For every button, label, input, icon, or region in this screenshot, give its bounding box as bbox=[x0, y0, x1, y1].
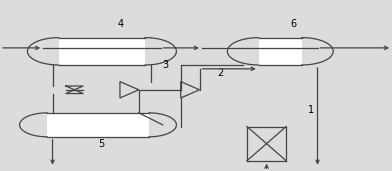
Text: 3: 3 bbox=[163, 60, 169, 70]
Polygon shape bbox=[259, 38, 302, 65]
Text: 4: 4 bbox=[118, 19, 124, 29]
Text: 1: 1 bbox=[308, 105, 314, 115]
Text: 2: 2 bbox=[218, 68, 224, 78]
Text: 6: 6 bbox=[290, 19, 296, 29]
Polygon shape bbox=[59, 38, 145, 65]
Polygon shape bbox=[47, 113, 149, 137]
Text: 5: 5 bbox=[98, 139, 104, 149]
